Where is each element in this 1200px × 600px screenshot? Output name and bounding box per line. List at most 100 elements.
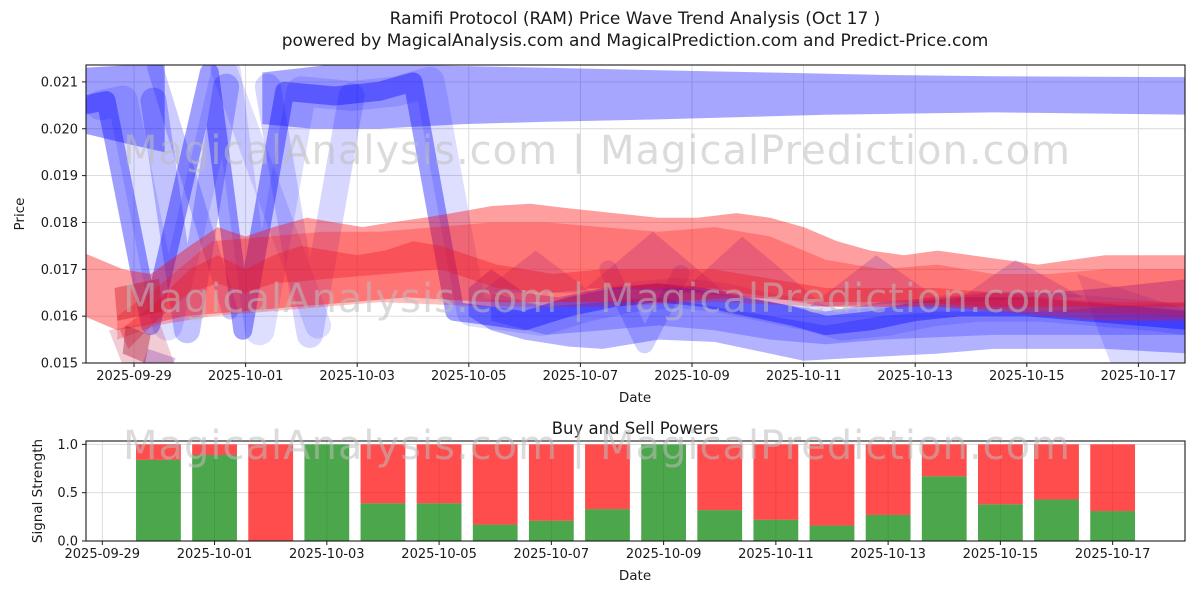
blue-mountain-3: [809, 255, 944, 307]
bar-sell-2025-10-01: [192, 444, 237, 456]
y-tick-label: 0.021: [41, 75, 78, 90]
bar-sell-2025-10-10: [697, 444, 743, 511]
y-tick-label: 0.016: [41, 310, 78, 325]
bar-sell-2025-09-30: [136, 444, 181, 460]
x-tick-label: 2025-10-11: [766, 369, 842, 384]
y-tick-label: 0.018: [41, 216, 78, 231]
bar-buy-2025-10-14: [921, 476, 967, 541]
chart-title: Ramifi Protocol (RAM) Price Wave Trend A…: [282, 8, 989, 52]
red-left-tip: [122, 325, 151, 363]
bar-sell-2025-10-13: [865, 444, 911, 515]
bar-buy-2025-10-05: [416, 503, 462, 541]
wave-bands: [86, 65, 1185, 363]
price-wave-axes: [86, 65, 1185, 364]
bar-sell-2025-10-17: [1090, 444, 1136, 512]
price-wave-border: [85, 64, 1186, 364]
y-tick-label: 0.015: [41, 357, 78, 372]
blue-right-fade-wedge: [1077, 274, 1185, 363]
y-tick-label: 0.019: [41, 169, 78, 184]
bar-buy-2025-10-04: [360, 503, 406, 541]
x-tick-label: 2025-10-09: [626, 547, 702, 562]
bar-sell-2025-10-11: [753, 444, 799, 520]
signal-strength-axis-label: Signal Strength: [30, 438, 46, 544]
y-tick-label: 0.017: [41, 263, 78, 278]
bar-buy-2025-10-03: [304, 444, 350, 541]
x-tick-label: 2025-10-05: [401, 547, 477, 562]
bar-sell-2025-10-07: [528, 444, 574, 521]
title-line-1: Ramifi Protocol (RAM) Price Wave Trend A…: [389, 9, 881, 29]
blue-lower-band: [468, 269, 1185, 361]
x-tick-label: 2025-10-13: [850, 547, 926, 562]
bar-buy-2025-10-16: [1034, 499, 1079, 541]
y-tick-label: 0.0: [57, 535, 78, 550]
bar-buy-2025-10-07: [528, 520, 574, 541]
bar-buy-2025-10-13: [865, 514, 911, 541]
bars: [136, 444, 1136, 541]
bar-buy-2025-10-15: [977, 504, 1023, 541]
x-tick-label: 2025-10-05: [431, 369, 507, 384]
bar-sell-2025-10-15: [977, 444, 1023, 505]
blue-main-wave: [86, 65, 1185, 340]
red-left-tail: [108, 320, 175, 363]
bar-buy-2025-10-12: [809, 525, 855, 541]
x-tick-label: 2025-10-17: [1101, 369, 1177, 384]
red-left-dark-core: [114, 278, 162, 321]
bar-sell-2025-10-16: [1034, 444, 1079, 500]
bar-sell-2025-10-02: [248, 444, 294, 541]
blue-mountain-1: [586, 231, 726, 293]
date-axis-label-top: Date: [618, 390, 652, 406]
blue-u-dip-a: [140, 73, 240, 344]
y-tick-label: 0.020: [41, 122, 78, 137]
y-tick-label: 1.0: [57, 438, 78, 453]
bar-sell-2025-10-12: [809, 444, 855, 526]
x-tick-label: 2025-10-01: [177, 547, 253, 562]
bar-buy-2025-10-09: [641, 444, 686, 541]
red-outer-band: [86, 203, 1185, 331]
x-tick-label: 2025-10-17: [1075, 547, 1151, 562]
blue-mountain-2: [680, 236, 821, 303]
bar-buy-2025-10-10: [697, 510, 743, 541]
x-tick-label: 2025-10-15: [989, 369, 1065, 384]
x-tick-label: 2025-10-07: [514, 547, 590, 562]
x-tick-label: 2025-10-03: [289, 547, 365, 562]
price-axis-label: Price: [12, 197, 28, 231]
blue-mountain-4: [954, 259, 1083, 303]
blue-u-dip-b: [254, 73, 365, 348]
bar-sell-2025-10-08: [585, 444, 630, 510]
blue-wide-top-band: [262, 65, 1185, 129]
x-tick-label: 2025-10-03: [319, 369, 395, 384]
x-tick-label: 2025-10-11: [738, 547, 814, 562]
x-tick-label: 2025-10-01: [208, 369, 284, 384]
bar-buy-2025-10-06: [472, 524, 518, 541]
x-tick-label: 2025-10-15: [963, 547, 1039, 562]
bar-buy-2025-10-11: [753, 519, 799, 541]
red-mid-band: [117, 222, 1185, 340]
x-tick-label: 2025-09-29: [96, 369, 172, 384]
x-tick-label: 2025-10-09: [654, 369, 730, 384]
bar-sell-2025-10-05: [416, 444, 462, 504]
x-tick-label: 2025-10-07: [543, 369, 619, 384]
blue-diag-cross: [147, 65, 238, 320]
bar-buy-2025-10-08: [585, 509, 630, 541]
red-core-band: [120, 241, 1185, 349]
y-tick-label: 0.5: [57, 486, 78, 501]
purple-left-wedge: [142, 348, 176, 363]
bar-buy-2025-09-30: [136, 459, 181, 541]
blue-mountain-5: [480, 250, 592, 293]
x-tick-label: 2025-09-29: [65, 547, 141, 562]
bar-sell-2025-10-04: [360, 444, 406, 504]
bar-buy-2025-10-01: [192, 455, 237, 541]
title-line-2: powered by MagicalAnalysis.com and Magic…: [281, 31, 989, 51]
bar-sell-2025-10-06: [472, 444, 518, 525]
bar-sell-2025-10-14: [921, 444, 967, 477]
blue-topleft-block: [86, 65, 165, 153]
buy-sell-border: [85, 440, 1186, 542]
blue-diag-wide: [210, 65, 332, 339]
blue-echo-wave: [86, 65, 1185, 346]
date-axis-label-bottom: Date: [618, 568, 652, 584]
blue-u-dip-c: [599, 260, 690, 354]
blue-lower-core: [491, 292, 1185, 345]
bar-buy-2025-10-17: [1090, 511, 1136, 541]
